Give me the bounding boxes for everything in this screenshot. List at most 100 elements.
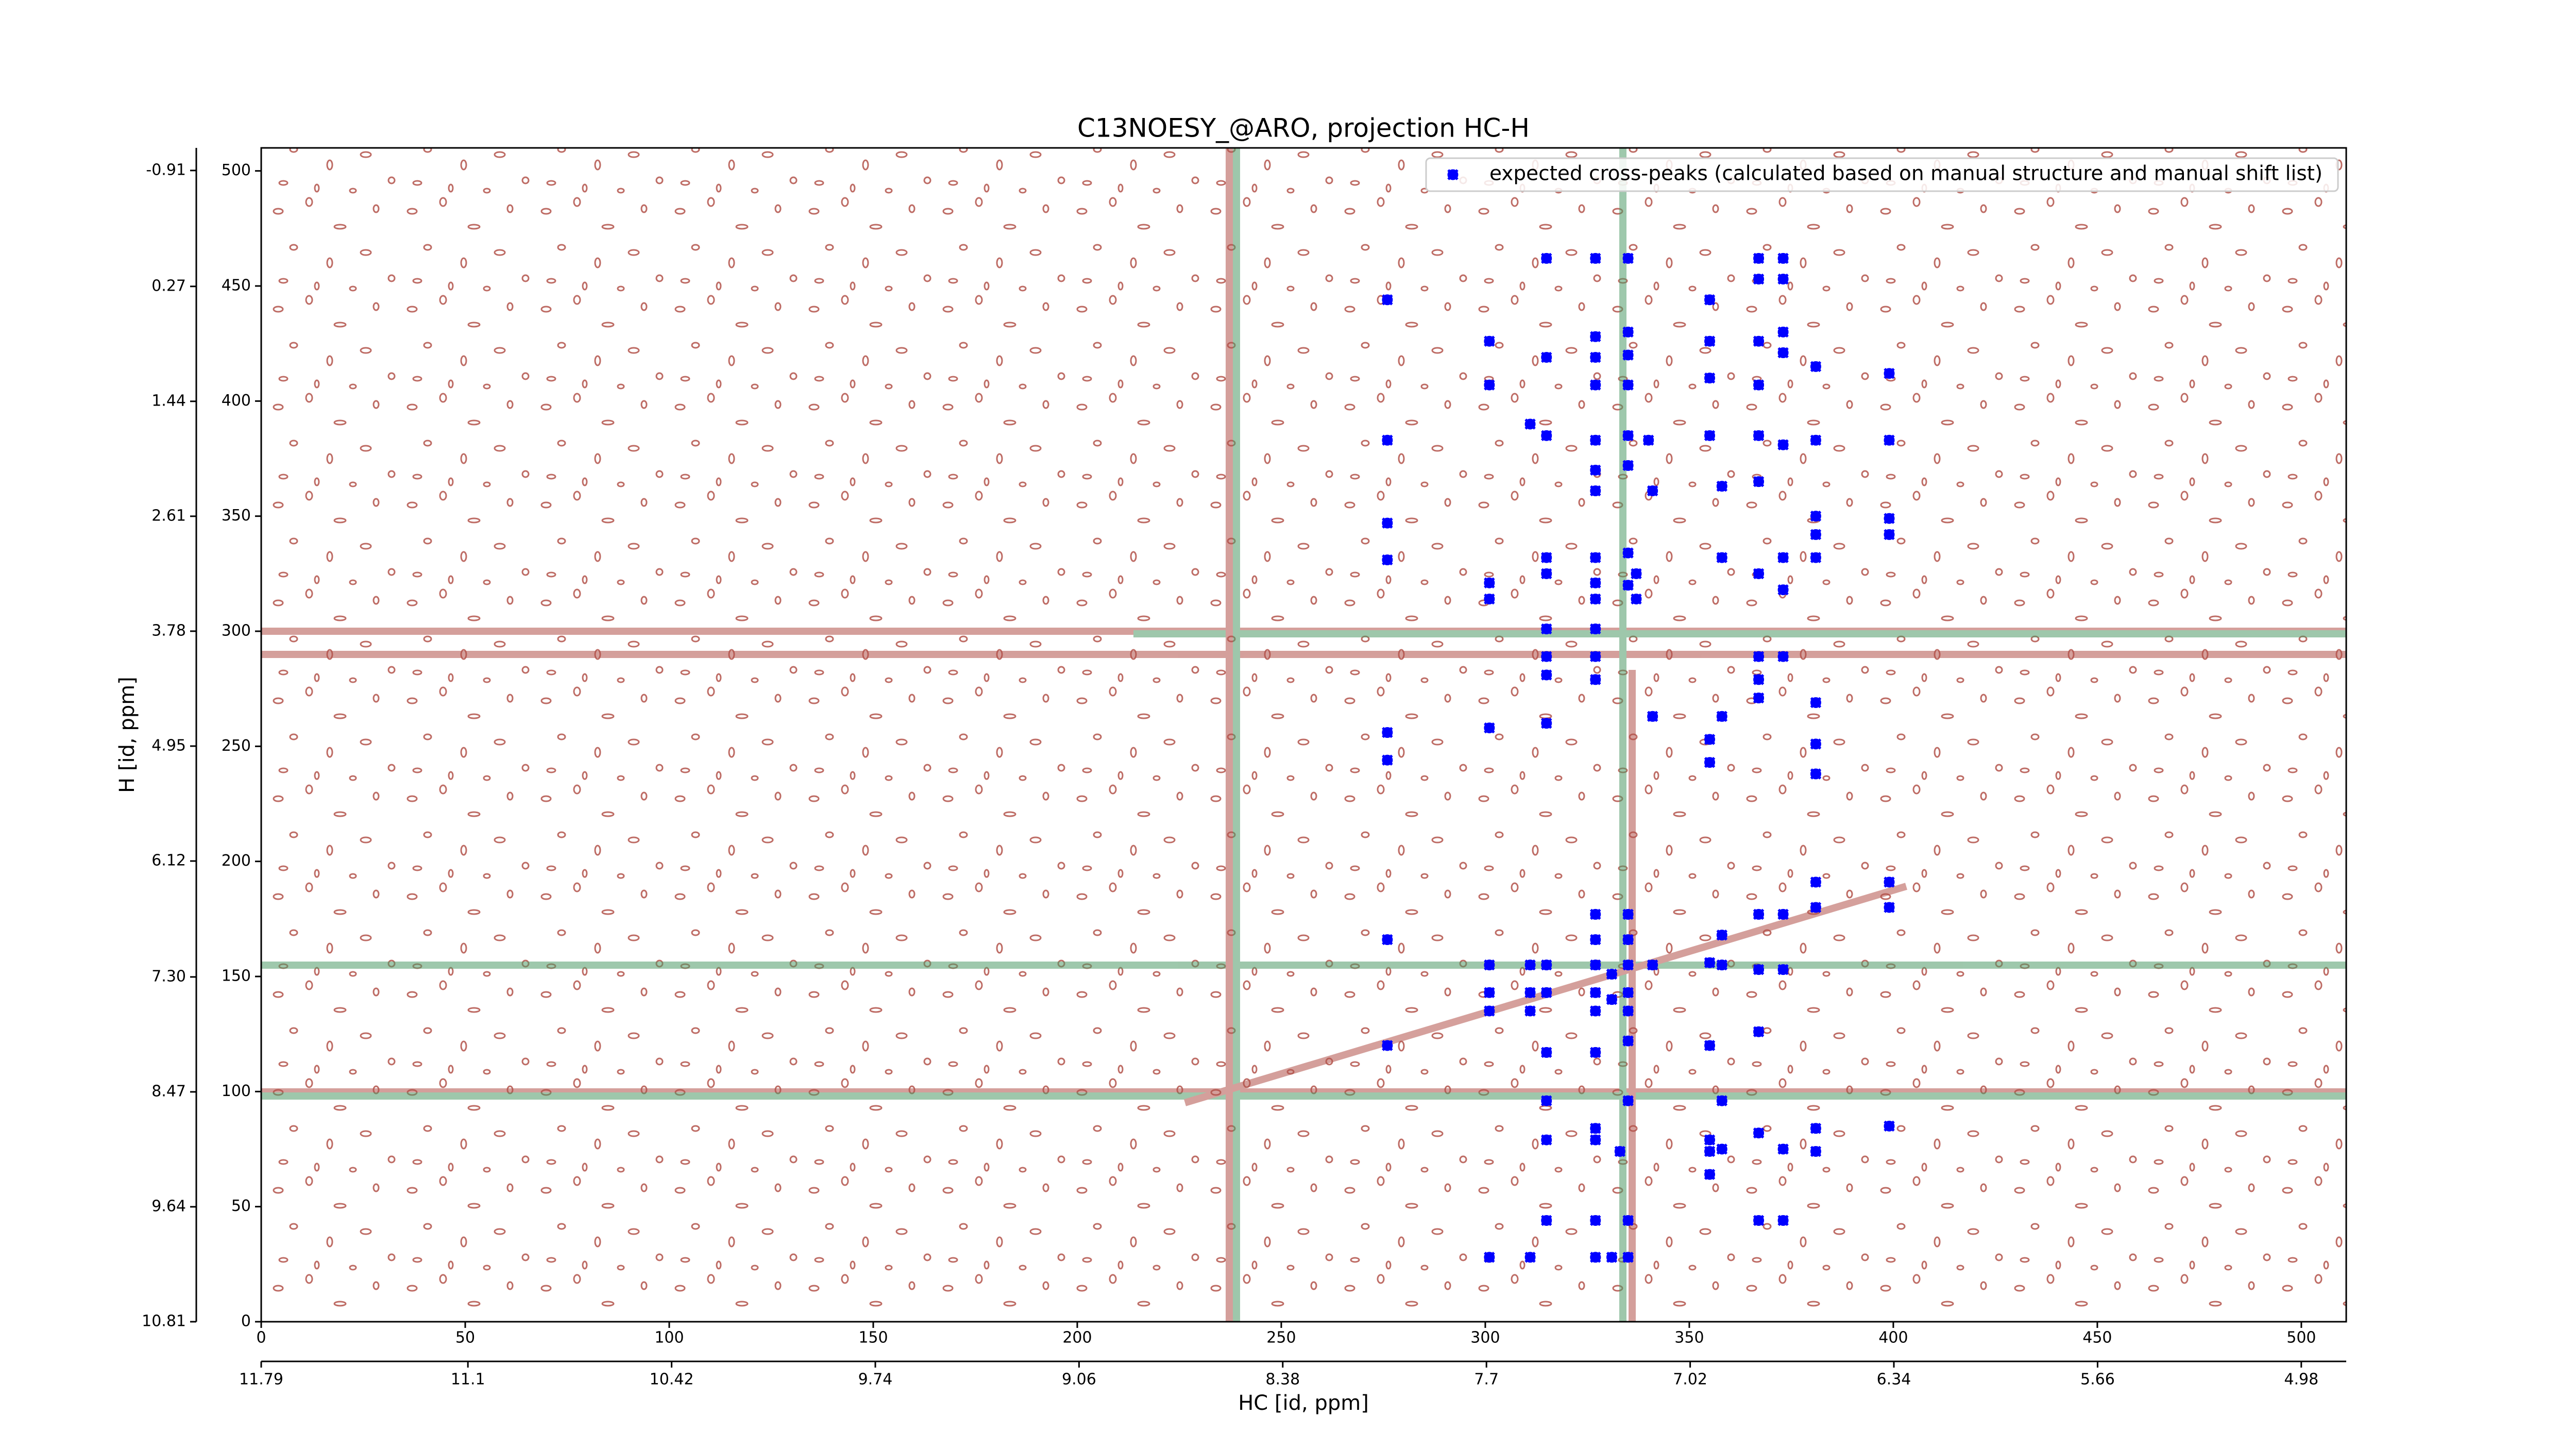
y-tick-label: 200 (222, 852, 251, 870)
data-point (1540, 568, 1552, 580)
data-point (1622, 1215, 1634, 1226)
data-point (1589, 485, 1601, 497)
data-point (1589, 934, 1601, 946)
data-point (1484, 593, 1495, 605)
x-axis-label: HC [id, ppm] (1238, 1391, 1369, 1415)
data-point (1753, 1127, 1765, 1139)
data-point (1540, 1134, 1552, 1145)
y2-tick-label: 7.30 (151, 967, 186, 985)
data-point (1810, 768, 1822, 780)
data-point (1589, 351, 1601, 363)
data-point (1716, 929, 1728, 941)
data-point (1622, 460, 1634, 471)
data-point (1810, 902, 1822, 913)
data-point (1484, 335, 1495, 347)
data-point (1589, 434, 1601, 446)
data-point (1810, 738, 1822, 750)
data-point (1484, 1252, 1495, 1263)
data-point (1704, 1134, 1716, 1145)
x-tick-label: 300 (1470, 1329, 1500, 1347)
data-point (1589, 577, 1601, 588)
data-point (1810, 510, 1822, 522)
data-point (1716, 711, 1728, 722)
data-point (1540, 252, 1552, 264)
data-point (1810, 434, 1822, 446)
data-point (1884, 902, 1895, 913)
data-point (1777, 584, 1789, 596)
x-tick-label: 50 (455, 1329, 475, 1347)
data-point (1524, 959, 1536, 971)
data-point (1704, 335, 1716, 347)
data-point (1524, 987, 1536, 999)
data-point (1884, 1120, 1895, 1132)
y2-tick-label: 6.12 (151, 851, 186, 869)
data-point (1622, 908, 1634, 920)
y2-tick-label: 9.64 (151, 1197, 186, 1215)
spectrum-ridges (261, 148, 2346, 1322)
data-point (1540, 1095, 1552, 1106)
data-point (1622, 1005, 1634, 1017)
data-point (1753, 273, 1765, 285)
data-point (1589, 651, 1601, 662)
data-point (1753, 1215, 1765, 1226)
data-point (1622, 987, 1634, 999)
data-point (1810, 552, 1822, 563)
x2-tick-label: 11.79 (239, 1371, 283, 1389)
x2-tick-label: 4.98 (2284, 1371, 2318, 1389)
y-tick-label: 400 (222, 392, 251, 410)
data-point (1540, 430, 1552, 442)
data-point (1777, 252, 1789, 264)
data-point (1540, 1215, 1552, 1226)
data-point (1540, 651, 1552, 662)
data-point (1716, 1143, 1728, 1155)
data-point (1484, 987, 1495, 999)
data-point (1589, 1215, 1601, 1226)
data-point (1622, 379, 1634, 391)
data-point (1606, 993, 1618, 1005)
y-axis-label: H [id, ppm] (115, 677, 139, 793)
data-point (1589, 464, 1601, 476)
data-point (1753, 430, 1765, 442)
data-point (1382, 294, 1393, 306)
x2-tick-label: 9.06 (1062, 1371, 1096, 1389)
data-point (1647, 711, 1658, 722)
x2-tick-label: 8.38 (1265, 1371, 1300, 1389)
data-point (1753, 692, 1765, 704)
data-point (1589, 1134, 1601, 1145)
data-point (1382, 434, 1393, 446)
data-point (1540, 987, 1552, 999)
y-tick-label: 450 (222, 277, 251, 295)
data-point (1614, 1145, 1626, 1157)
y-tick-label: 150 (222, 967, 251, 985)
y-tick-label: 100 (222, 1082, 251, 1100)
y-tick-label: 300 (222, 622, 251, 640)
data-point (1777, 273, 1789, 285)
legend-box (1425, 157, 2339, 192)
data-point (1716, 552, 1728, 563)
data-point (1704, 756, 1716, 768)
data-point (1631, 593, 1642, 605)
data-point (1589, 1123, 1601, 1134)
y-tick-label: 50 (231, 1197, 251, 1215)
data-point (1777, 908, 1789, 920)
data-point (1524, 418, 1536, 430)
data-point (1622, 1252, 1634, 1263)
data-point (1777, 347, 1789, 359)
data-point (1704, 957, 1716, 968)
data-point (1884, 367, 1895, 379)
data-point (1777, 326, 1789, 338)
x-tick-label: 500 (2286, 1329, 2316, 1347)
x-tick-label: 150 (858, 1329, 888, 1347)
data-point (1540, 959, 1552, 971)
data-point (1589, 959, 1601, 971)
data-point (1589, 252, 1601, 264)
data-point (1589, 987, 1601, 999)
data-point (1484, 577, 1495, 588)
data-point (1589, 623, 1601, 635)
y2-tick-label: 1.44 (151, 392, 186, 410)
data-point (1753, 379, 1765, 391)
data-point (1884, 529, 1895, 541)
data-point (1540, 1047, 1552, 1058)
y-tick-label: 0 (241, 1312, 251, 1330)
